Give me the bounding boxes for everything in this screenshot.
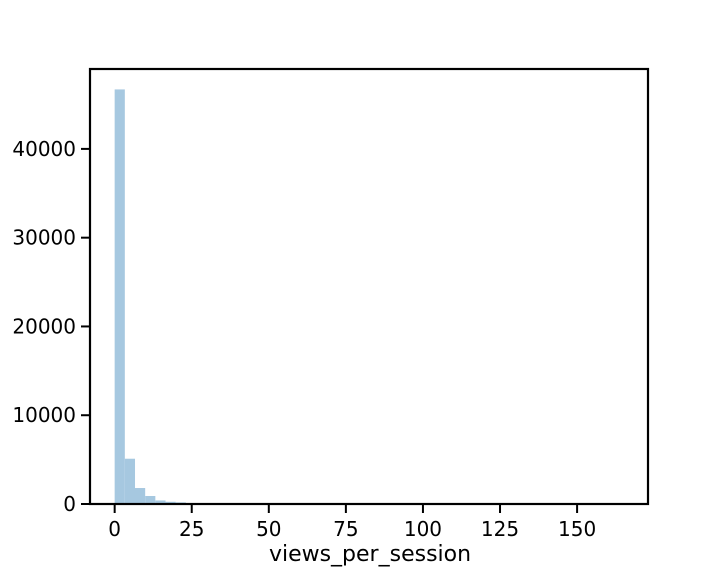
histogram-bar-4 — [155, 500, 166, 504]
x-axis-ticks: 0 25 50 75 100 125 150 — [108, 504, 596, 541]
bars-group — [114, 89, 247, 505]
x-tick-label-25: 25 — [179, 517, 204, 541]
histogram-bar-3 — [145, 496, 156, 504]
histogram-bar-1 — [124, 458, 136, 504]
histogram-bar-0 — [114, 89, 125, 505]
y-tick-label-40000: 40000 — [12, 137, 76, 161]
histogram-bar-2 — [135, 488, 146, 504]
x-tick-label-0: 0 — [108, 517, 121, 541]
y-tick-label-10000: 10000 — [12, 403, 76, 427]
y-tick-label-30000: 30000 — [12, 226, 76, 250]
y-axis-ticks: 0 10000 20000 30000 40000 — [12, 137, 90, 516]
x-axis-label: views_per_session — [269, 542, 471, 567]
x-tick-label-100: 100 — [404, 517, 442, 541]
x-tick-label-75: 75 — [333, 517, 358, 541]
plot-frame — [88, 67, 650, 506]
x-tick-label-150: 150 — [558, 517, 596, 541]
x-tick-label-50: 50 — [256, 517, 281, 541]
x-tick-label-125: 125 — [481, 517, 519, 541]
histogram-bar-5 — [165, 501, 176, 504]
y-tick-label-20000: 20000 — [12, 314, 76, 338]
y-tick-label-0: 0 — [63, 492, 76, 516]
